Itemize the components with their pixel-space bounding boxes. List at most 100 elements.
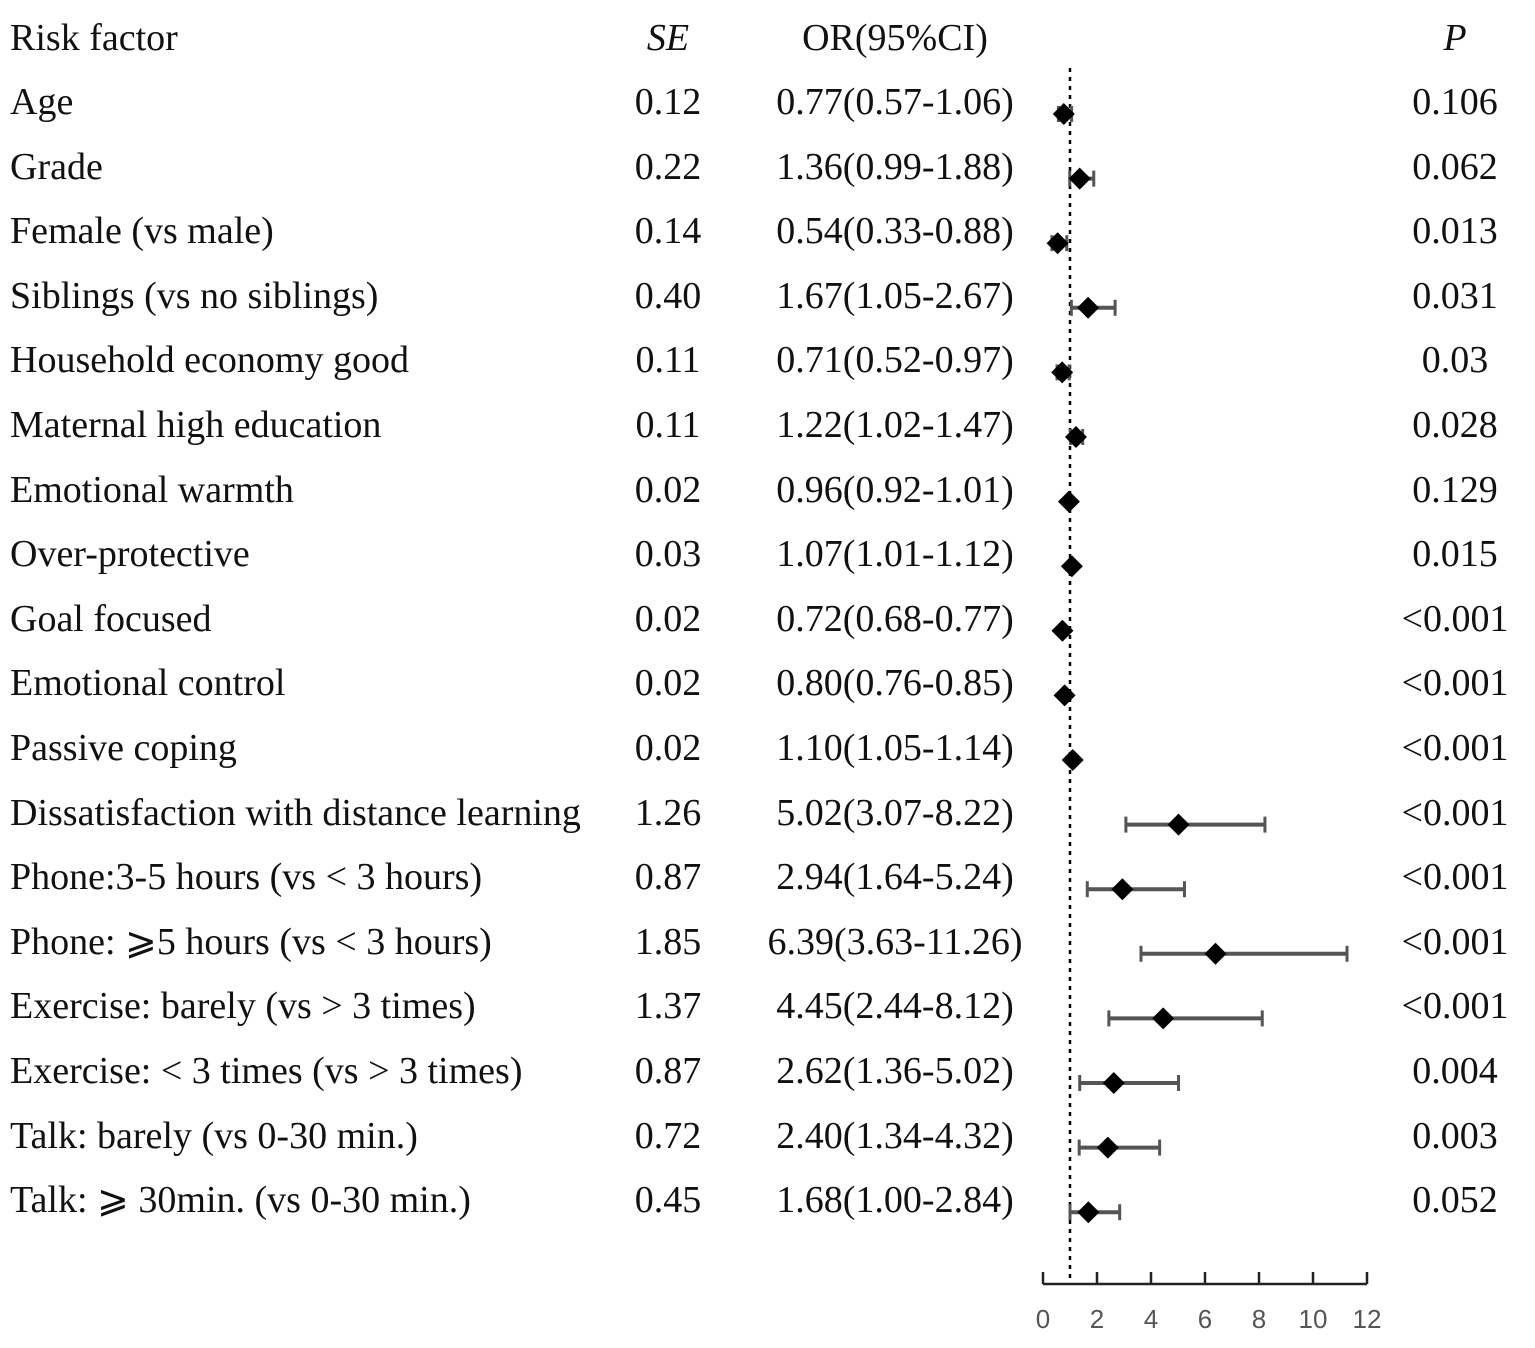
row-ci: 0.77(0.57-1.06)	[776, 81, 1014, 123]
row-factor: Over-protective	[10, 533, 250, 576]
row-se: 0.45	[634, 1179, 702, 1222]
row-se: 1.26	[634, 791, 702, 834]
header-risk-factor: Risk factor	[10, 17, 178, 59]
row-p-value: 0.004	[1412, 1050, 1498, 1092]
row-se: 0.14	[634, 210, 702, 253]
row-p-value: 0.129	[1412, 468, 1498, 511]
row-ci: 0.54(0.33-0.88)	[776, 210, 1014, 253]
row-factor: Goal focused	[10, 597, 212, 640]
row-se: 0.11	[635, 404, 701, 446]
row-p-value: 0.031	[1412, 274, 1498, 317]
row-ci: 4.45(2.44-8.12)	[776, 985, 1014, 1028]
or-marker	[1053, 684, 1076, 707]
row-se: 0.03	[634, 533, 702, 576]
row-p-value: <0.001	[1401, 597, 1509, 640]
row-p-value: 0.013	[1412, 210, 1498, 253]
or-marker	[1064, 426, 1087, 448]
x-tick-label: 6	[1198, 1304, 1212, 1334]
row-p-value: <0.001	[1401, 727, 1509, 769]
row-factor: Phone: ⩾5 hours (vs < 3 hours)	[10, 920, 492, 963]
row-factor: Siblings (vs no siblings)	[10, 274, 379, 317]
row-factor: Age	[10, 81, 74, 123]
row-se: 0.72	[634, 1114, 702, 1157]
row-factor: Exercise: < 3 times (vs > 3 times)	[10, 1050, 523, 1092]
row-ci: 6.39(3.63-11.26)	[767, 920, 1023, 963]
row-ci: 0.71(0.52-0.97)	[776, 339, 1014, 382]
row-factor: Phone:3-5 hours (vs < 3 hours)	[10, 856, 483, 899]
row-p-value: <0.001	[1401, 662, 1509, 705]
row-ci: 2.40(1.34-4.32)	[776, 1114, 1014, 1157]
row-se: 1.37	[634, 985, 702, 1028]
header-se: SE	[646, 17, 690, 59]
or-marker	[1051, 361, 1074, 384]
row-ci: 0.80(0.76-0.85)	[776, 662, 1014, 705]
or-marker	[1077, 296, 1100, 319]
or-marker	[1102, 1072, 1125, 1094]
row-p-value: 0.052	[1412, 1179, 1498, 1222]
or-marker	[1077, 1201, 1100, 1224]
or-marker	[1068, 167, 1091, 190]
row-se: 0.87	[634, 1050, 702, 1092]
or-marker	[1061, 749, 1084, 771]
x-tick-label: 2	[1090, 1304, 1104, 1334]
row-se: 0.02	[634, 597, 702, 640]
or-marker	[1051, 619, 1074, 642]
row-ci: 0.96(0.92-1.01)	[776, 468, 1014, 511]
row-se: 0.02	[634, 727, 702, 769]
row-ci: 2.94(1.64-5.24)	[776, 856, 1014, 899]
row-ci: 1.68(1.00-2.84)	[776, 1179, 1014, 1222]
or-marker	[1060, 555, 1083, 578]
row-ci: 2.62(1.36-5.02)	[776, 1050, 1014, 1092]
or-marker	[1167, 813, 1190, 836]
x-tick-label: 10	[1299, 1304, 1328, 1334]
row-se: 0.87	[634, 856, 702, 899]
row-ci: 1.10(1.05-1.14)	[776, 727, 1014, 769]
row-factor: Talk: barely (vs 0-30 min.)	[10, 1114, 418, 1157]
row-factor: Passive coping	[10, 727, 237, 769]
row-ci: 1.22(1.02-1.47)	[776, 404, 1014, 446]
row-se: 0.02	[634, 468, 702, 511]
x-tick-label: 0	[1036, 1304, 1050, 1334]
row-factor: Maternal high education	[10, 404, 382, 446]
header-p: P	[1443, 17, 1467, 59]
row-p-value: <0.001	[1401, 856, 1509, 899]
row-p-value: 0.062	[1412, 145, 1498, 188]
or-marker	[1152, 1007, 1175, 1030]
row-factor: Emotional control	[10, 662, 286, 705]
row-p-value: 0.028	[1412, 404, 1498, 446]
row-ci: 1.07(1.01-1.12)	[776, 533, 1014, 576]
row-factor: Exercise: barely (vs > 3 times)	[10, 985, 476, 1028]
row-p-value: 0.003	[1412, 1114, 1498, 1157]
row-ci: 5.02(3.07-8.22)	[776, 791, 1014, 834]
row-p-value: <0.001	[1401, 920, 1509, 963]
row-factor: Household economy good	[10, 339, 409, 382]
row-factor: Dissatisfaction with distance learning	[10, 791, 581, 834]
row-factor: Talk: ⩾ 30min. (vs 0-30 min.)	[10, 1179, 471, 1222]
row-factor: Grade	[10, 145, 103, 188]
row-p-value: <0.001	[1401, 985, 1509, 1028]
or-marker	[1204, 942, 1227, 965]
x-tick-label: 4	[1144, 1304, 1158, 1334]
x-tick-label: 8	[1252, 1304, 1266, 1334]
or-marker	[1057, 490, 1080, 513]
row-ci: 1.36(0.99-1.88)	[776, 145, 1014, 188]
header-or-ci: OR(95%CI)	[802, 17, 988, 59]
row-p-value: 0.015	[1412, 533, 1498, 576]
row-se: 1.85	[634, 920, 702, 963]
or-marker	[1111, 878, 1134, 901]
row-p-value: <0.001	[1401, 791, 1509, 834]
row-factor: Female (vs male)	[10, 210, 274, 253]
row-factor: Emotional warmth	[10, 468, 294, 511]
row-se: 0.22	[634, 145, 702, 188]
row-se: 0.11	[635, 339, 701, 382]
or-marker	[1046, 232, 1069, 255]
row-se: 0.02	[634, 662, 702, 705]
row-se: 0.40	[634, 274, 702, 317]
row-p-value: 0.03	[1421, 339, 1489, 382]
row-ci: 0.72(0.68-0.77)	[776, 597, 1014, 640]
x-tick-label: 12	[1353, 1304, 1382, 1334]
or-marker	[1096, 1136, 1119, 1159]
or-marker	[1052, 103, 1075, 125]
row-p-value: 0.106	[1412, 81, 1498, 123]
